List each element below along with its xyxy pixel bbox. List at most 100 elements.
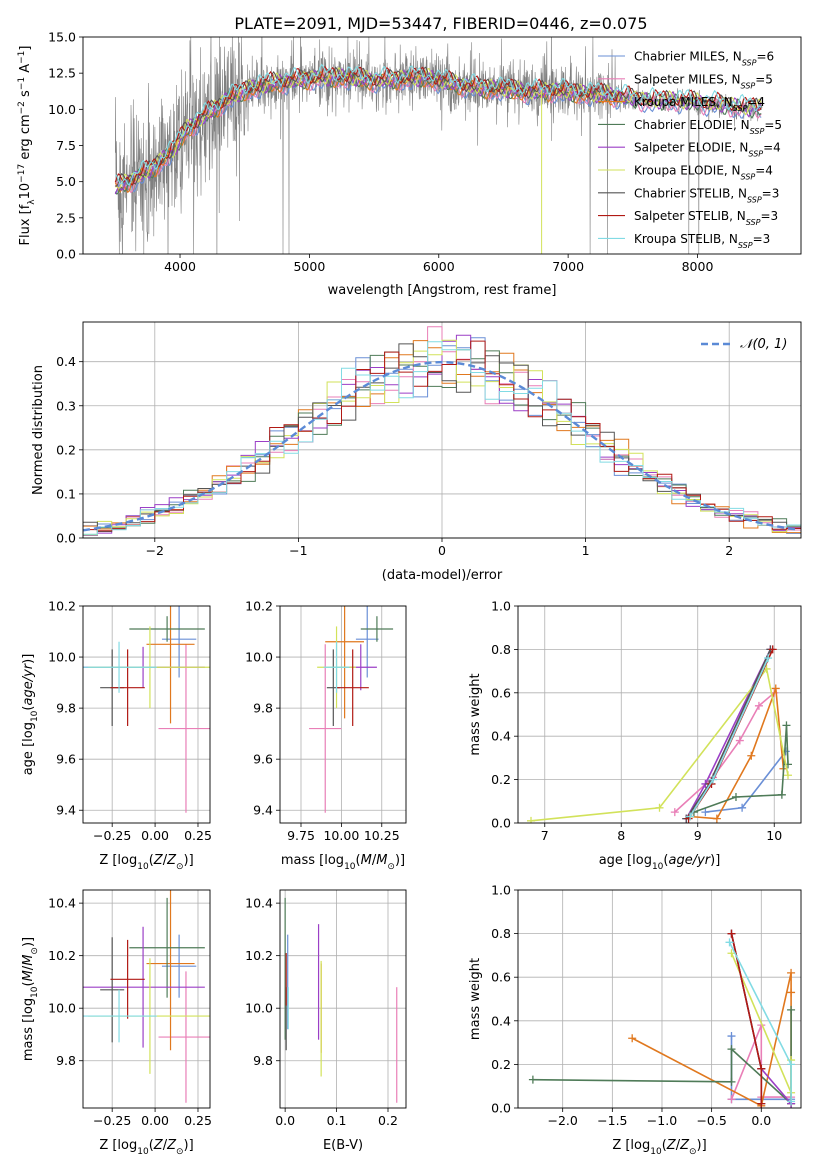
mass-weight-marker-salpeter_stelib [757, 1099, 766, 1108]
chart-age_vs_mass: 9.75 10.00 10.25 9.4 9.6 9.8 10.0 10.2 mass [log… [245, 599, 407, 872]
y-axis-label: mass weight [468, 673, 483, 755]
axes-frame [82, 889, 211, 1109]
y-tick-label: 10.0 [245, 650, 273, 665]
x-tick-label: 9.75 [287, 828, 315, 843]
y-tick-label: 0.8 [491, 642, 511, 657]
mass-weight-marker-salpeter_stelib [768, 645, 777, 654]
plot-area-mass_weight_vs_Z [528, 929, 796, 1108]
mass-weight-marker-kroupa_stelib [764, 654, 773, 663]
y-tick-label: 0.1 [56, 486, 76, 501]
mass-weight-marker-kroupa_miles [787, 988, 796, 997]
y-tick-label: 0.0 [491, 816, 511, 831]
legend-entry-normal: 𝒩(0, 1) [740, 337, 787, 352]
axes-frame [517, 605, 802, 824]
y-tick-label: 0.0 [491, 1101, 511, 1116]
mass-weight-marker-kroupa_miles [787, 968, 796, 977]
y-tick-label: 0.6 [491, 685, 511, 700]
y-tick-label: 0.3 [56, 398, 76, 413]
mass-weight-marker-kroupa_elodie [527, 816, 536, 823]
histogram-kroupa_stelib [83, 341, 801, 538]
legend-entry-salpeter_stelib: Salpeter STELIB, NSSP=3 [634, 209, 778, 227]
model-spectrum-salpeter_miles [114, 73, 762, 194]
x-axis-label: mass [log10(M/M⊙)] [281, 853, 405, 872]
y-tick-label: 0.2 [56, 442, 76, 457]
x-tick-label: 8000 [682, 259, 714, 274]
x-tick-label: 7 [541, 828, 549, 843]
mass-weight-marker-salpeter_miles [754, 701, 763, 710]
y-axis-label: Normed distribution [31, 365, 46, 495]
legend-entry-kroupa_elodie: Kroupa ELODIE, NSSP=4 [634, 164, 773, 182]
x-tick-label: 9 [694, 828, 702, 843]
legend-entry-chabrier_stelib: Chabrier STELIB, NSSP=3 [634, 186, 779, 204]
mass-weight-marker-kroupa_miles [771, 684, 780, 693]
mass-weight-marker-salpeter_miles [670, 808, 679, 817]
axes-frame [82, 605, 211, 824]
x-tick-label: 10 [766, 828, 782, 843]
x-tick-label: 0.25 [184, 1113, 212, 1128]
y-tick-label: 0.4 [491, 729, 511, 744]
axes-frame [279, 889, 407, 1109]
y-tick-label: 0.8 [491, 926, 511, 941]
plot-area-mass_weight_vs_age [527, 645, 792, 823]
chart-spectrum: 4000 5000 6000 7000 8000 0.0 2.5 5.0 7.5 10.0 12.5… [17, 30, 802, 298]
mass-weight-marker-chabrier_elodie [787, 1005, 796, 1014]
y-tick-label: 2.5 [56, 210, 76, 225]
model-spectrum-salpeter_stelib [114, 65, 762, 186]
mass-weight-marker-kroupa_miles [747, 751, 756, 760]
y-tick-label: 9.4 [253, 803, 273, 818]
x-tick-label: 0.0 [751, 1113, 771, 1128]
axes-frame [82, 36, 802, 255]
mass-weight-marker-chabrier_elodie [777, 790, 786, 799]
x-axis-label: Z [log10(Z/Z⊙)] [99, 1138, 193, 1157]
y-tick-label: 1.0 [491, 599, 511, 614]
x-tick-label: 7000 [552, 259, 584, 274]
y-tick-label: 0.2 [491, 772, 511, 787]
mass-weight-marker-kroupa_elodie [655, 803, 664, 812]
x-tick-label: −0.5 [696, 1113, 726, 1128]
x-tick-label: −1 [289, 543, 307, 558]
y-tick-label: 10.2 [48, 599, 76, 614]
mass-weight-marker-kroupa_stelib [709, 775, 718, 784]
mass-weight-marker-chabrier_elodie [727, 1045, 736, 1054]
y-tick-label: 10.0 [48, 1001, 76, 1016]
mass-weight-marker-chabrier_miles [738, 803, 747, 812]
mass-weight-marker-kroupa_miles [628, 1034, 637, 1043]
x-tick-label: 0.00 [141, 1113, 169, 1128]
mass-weight-marker-chabrier_elodie [528, 1075, 537, 1084]
y-axis-label: mass [log10(M/M⊙)] [21, 937, 40, 1061]
chart-residuals: −2 −1 0 1 2 0.0 0.1 0.2 0.3 0.4 𝒩(0, 1) (data-model… [31, 321, 802, 583]
mass-weight-marker-chabrier_elodie [727, 1077, 736, 1086]
x-tick-label: 2 [725, 543, 733, 558]
y-tick-label: 9.4 [56, 803, 76, 818]
model-spectrum-chabrier_miles [114, 73, 762, 194]
axes-frame [82, 321, 802, 539]
y-tick-label: 10.0 [48, 102, 76, 117]
x-tick-label: 0 [438, 543, 446, 558]
mass-weight-marker-salpeter_miles [735, 736, 744, 745]
chart-age_vs_Z: −0.25 0.00 0.25 9.4 9.6 9.8 10.0 10.2 Z [log10(Z… [21, 599, 212, 873]
x-tick-label: −2 [146, 543, 164, 558]
x-tick-label: −1.0 [647, 1113, 677, 1128]
x-tick-label: 4000 [164, 259, 196, 274]
legend-entry-salpeter_miles: Salpeter MILES, NSSP=5 [634, 72, 773, 90]
y-tick-label: 5.0 [56, 174, 76, 189]
plot-area-spectrum [114, 37, 763, 254]
x-axis-label: wavelength [Angstrom, rest frame] [328, 283, 557, 298]
y-tick-label: 9.8 [253, 701, 273, 716]
y-tick-label: 0.2 [491, 1057, 511, 1072]
model-spectrum-kroupa_stelib [115, 63, 762, 186]
legend-entry-kroupa_miles: Kroupa MILES, NSSP=4 [634, 95, 765, 113]
y-tick-label: 10.4 [48, 896, 76, 911]
legend-entry-chabrier_miles: Chabrier MILES, NSSP=6 [634, 50, 774, 68]
y-tick-label: 10.2 [245, 948, 273, 963]
x-axis-label: E(B-V) [323, 1138, 363, 1153]
y-axis-label: Flux [fλ10−17 erg cm−2 s−1 A−1] [17, 46, 37, 246]
y-tick-label: 9.8 [56, 701, 76, 716]
mass-weight-marker-kroupa_stelib [725, 938, 734, 947]
x-tick-label: −1.5 [597, 1113, 627, 1128]
mass-weight-marker-salpeter_miles [727, 1095, 736, 1104]
mass-weight-marker-chabrier_miles [727, 1032, 736, 1041]
mass-weight-marker-kroupa_miles [712, 814, 721, 823]
axes-frame [517, 889, 802, 1109]
